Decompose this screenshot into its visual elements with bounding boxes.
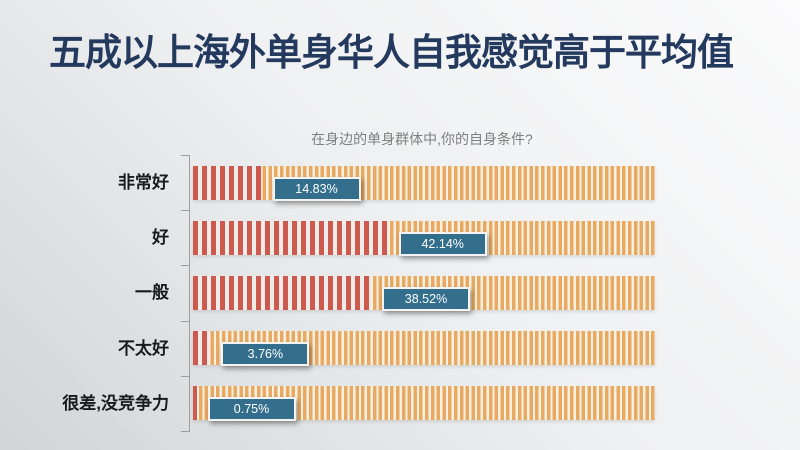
- bar-track: 14.83%: [193, 165, 655, 201]
- bar-track: 3.76%: [193, 331, 655, 367]
- axis-tick: [181, 376, 190, 377]
- value-badge: 14.83%: [272, 176, 361, 201]
- axis-tick: [181, 265, 190, 266]
- bar-track: 38.52%: [193, 276, 655, 311]
- value-badge: 38.52%: [382, 287, 470, 311]
- bar-track: 42.14%: [193, 220, 655, 256]
- slide-title: 五成以上海外单身华人自我感觉高于平均值: [49, 32, 734, 73]
- bar-value-fill: [193, 276, 371, 310]
- bar-value-fill: [193, 165, 262, 200]
- chart-title: 在身边的单身群体中,你的自身条件?: [311, 131, 533, 147]
- axis-tick: [181, 210, 190, 211]
- value-badge: 42.14%: [398, 231, 487, 256]
- category-label: 不太好: [118, 338, 169, 358]
- bar-chart: 14.83% 42.14% 38.52% 3.76% 0.75%: [181, 155, 656, 432]
- axis-tick: [181, 431, 190, 432]
- bar-value-fill: [193, 331, 211, 366]
- axis-tick: [181, 321, 190, 322]
- category-label: 好: [152, 228, 169, 248]
- bar-track: 0.75%: [193, 386, 655, 422]
- bar-value-fill: [193, 220, 388, 255]
- bar-value-fill: [193, 386, 197, 421]
- value-badge: 0.75%: [207, 397, 296, 422]
- y-axis-labels: 非常好好一般不太好很差,没竞争力: [0, 155, 180, 431]
- value-badge: 3.76%: [221, 342, 310, 367]
- category-label: 很差,没竞争力: [62, 393, 169, 413]
- category-label: 一般: [135, 283, 169, 303]
- category-label: 非常好: [118, 173, 169, 192]
- axis-tick: [181, 155, 190, 156]
